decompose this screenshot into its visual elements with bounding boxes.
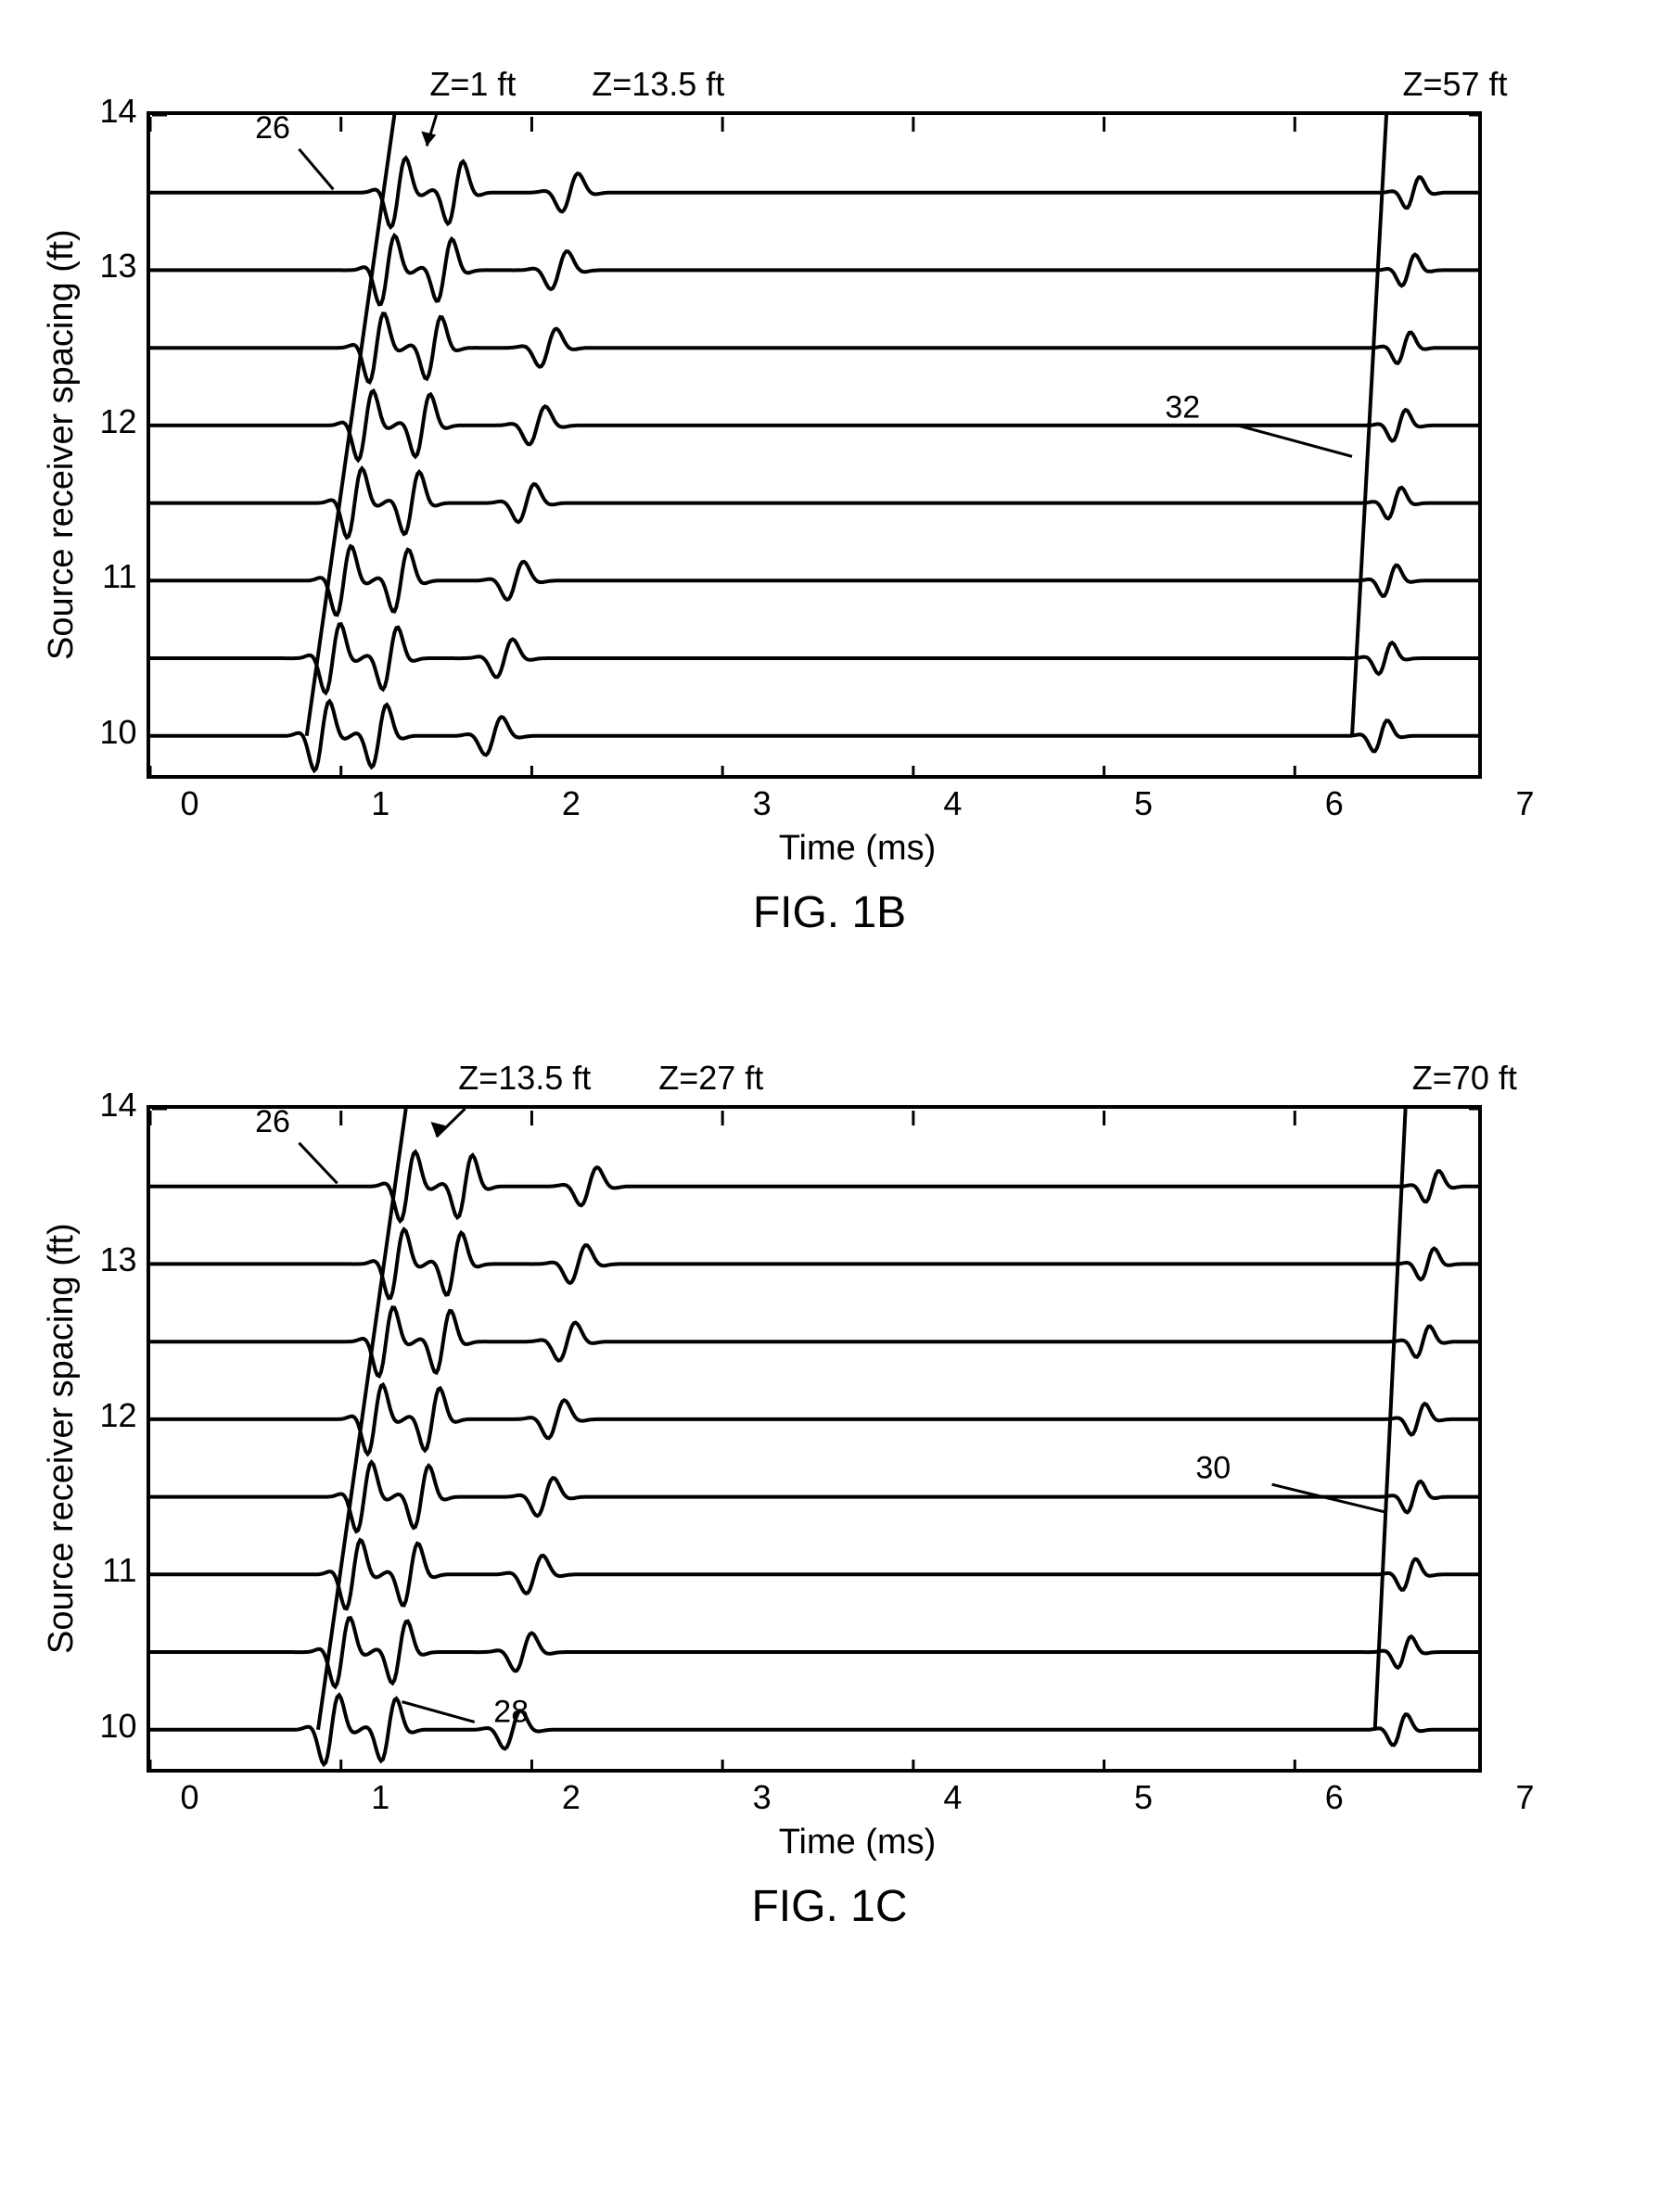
xtick-label: 6 [1325,784,1344,823]
xtick-label: 2 [562,1778,581,1817]
annotation-leader [1237,426,1351,456]
xtick-label: 4 [943,1778,962,1817]
xtick-label: 3 [753,1778,772,1817]
y-axis-label: Source receiver spacing (ft) [42,1105,82,1773]
ytick-label: 12 [99,402,136,441]
waveform-trace [150,313,1482,382]
waveform-plot: 26 32 [147,111,1482,779]
xtick-label: 3 [753,784,772,823]
waveform-trace [150,1229,1482,1298]
top-labels-row: Z=13.5 ft Z=27 ft Z=70 ft [190,1049,1525,1105]
annotation-label: 28 [493,1694,529,1729]
xtick-label: 1 [371,784,389,823]
xtick-row: 01234567 [190,1773,1525,1819]
ytick-label: 10 [99,713,136,752]
xtick-label: 4 [943,784,962,823]
waveform-trace [150,1695,1482,1764]
ytick-label: 13 [99,247,136,286]
waveform-trace [150,1307,1482,1376]
waveform-trace [150,1385,1482,1455]
ytick-label: 11 [102,1551,136,1590]
waveform-trace [150,235,1482,304]
annotation-label: 32 [1165,390,1200,426]
xtick-label: 6 [1325,1778,1344,1817]
annotation-leader [299,149,333,190]
figure-title: FIG. 1C [42,1881,1618,1932]
waveform-trace [150,1151,1482,1221]
waveform-trace [150,1540,1482,1608]
waveform-trace [150,701,1482,770]
annotation-leader [299,1143,337,1184]
top-z-label: Z=70 ft [1412,1059,1517,1098]
ytick-label: 14 [99,1086,136,1125]
waveform-trace [150,546,1482,615]
ytick-label: 12 [99,1396,136,1435]
xtick-label: 7 [1515,784,1534,823]
waveform-trace [150,468,1482,538]
annotation-label: 26 [255,111,290,146]
top-labels-row: Z=1 ft Z=13.5 ft Z=57 ft [190,56,1525,111]
x-axis-label: Time (ms) [190,1823,1525,1862]
annotation-leader [402,1702,474,1723]
figure-title: FIG. 1B [42,887,1618,938]
xtick-label: 1 [371,1778,389,1817]
xtick-label: 0 [180,784,198,823]
xtick-label: 5 [1134,1778,1153,1817]
ytick-label: 14 [99,92,136,131]
ytick-label: 10 [99,1707,136,1746]
top-label-pointer [436,1109,465,1137]
annotation-label: 30 [1195,1451,1231,1486]
waveform-trace [150,158,1482,227]
chart-wrap: Source receiver spacing (ft)101112131426… [42,111,1618,779]
ytick-label: 13 [99,1240,136,1279]
top-z-label: Z=27 ft [658,1059,763,1098]
xtick-label: 5 [1134,784,1153,823]
top-z-label: Z=13.5 ft [592,65,724,104]
top-z-label: Z=57 ft [1403,65,1508,104]
y-axis-label: Source receiver spacing (ft) [42,111,82,779]
figure-block: Z=13.5 ft Z=27 ft Z=70 ft Source receiver s… [42,1049,1618,1932]
chart-wrap: Source receiver spacing (ft)101112131426… [42,1105,1618,1773]
x-axis-label: Time (ms) [190,829,1525,869]
top-z-label: Z=1 ft [429,65,516,104]
waveform-trace [150,1618,1482,1686]
ytick-column: 1011121314 [91,1105,147,1773]
xtick-label: 7 [1515,1778,1534,1817]
xtick-label: 2 [562,784,581,823]
waveform-plot: 26 28 30 [147,1105,1482,1773]
top-z-label: Z=13.5 ft [458,1059,591,1098]
annotation-label: 26 [255,1105,290,1139]
ytick-label: 11 [102,557,136,596]
waveform-trace [150,624,1482,693]
ytick-column: 1011121314 [91,111,147,779]
figure-block: Z=1 ft Z=13.5 ft Z=57 ft Source receiver sp… [42,56,1618,938]
xtick-row: 01234567 [190,779,1525,825]
xtick-label: 0 [180,1778,198,1817]
